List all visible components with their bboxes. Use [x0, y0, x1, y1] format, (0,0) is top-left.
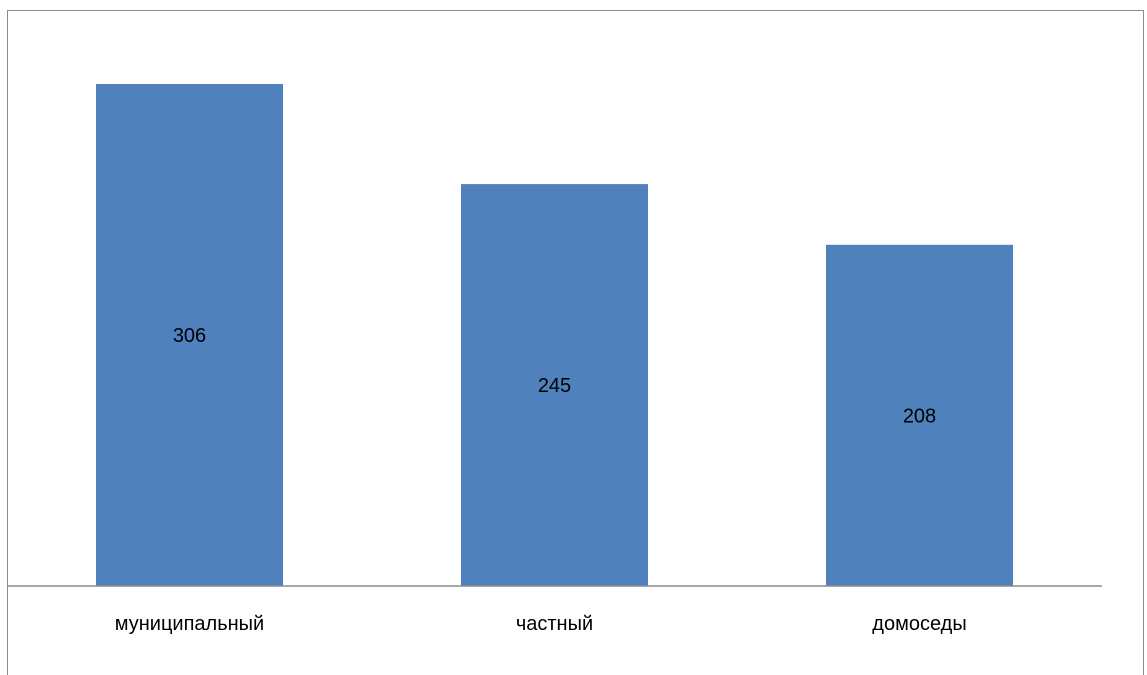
category-label-private: частный [516, 613, 593, 635]
category-label-homebodies: домоседы [872, 613, 966, 635]
bar-value-label-municipal: 306 [173, 325, 206, 347]
category-label-municipal: муниципальный [115, 613, 264, 635]
bar-value-label-private: 245 [538, 375, 571, 397]
bar-value-label-homebodies: 208 [903, 405, 936, 427]
bars-layer [96, 84, 1013, 587]
bar-private [461, 184, 648, 586]
chart-area [7, 10, 1144, 675]
labels-layer: 306 муниципальный 245 частный 208 домоседы [115, 325, 967, 635]
bar-municipal [96, 84, 283, 586]
bar-homebodies [826, 244, 1013, 587]
